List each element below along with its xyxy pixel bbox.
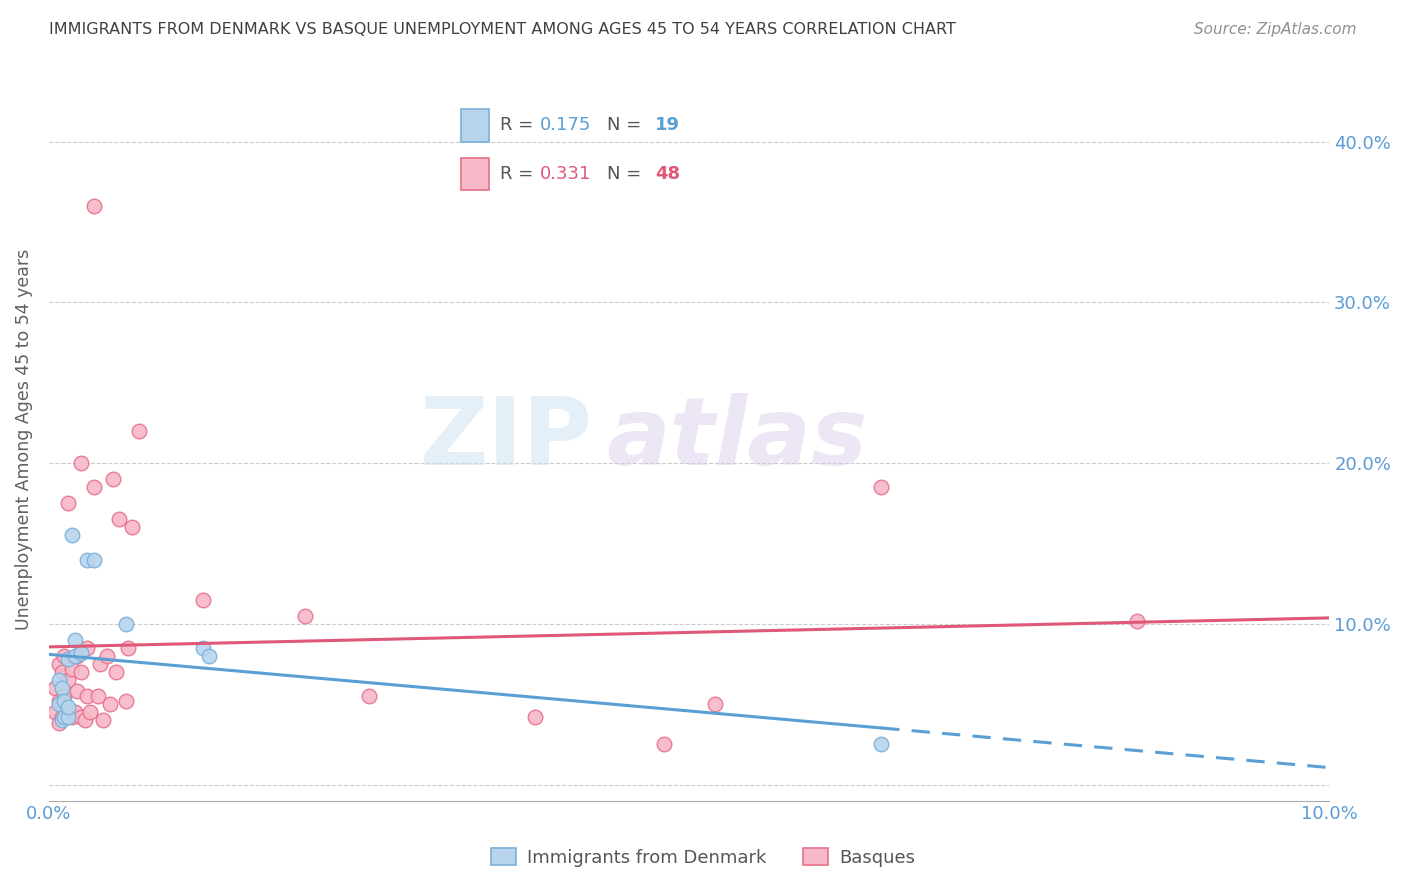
Point [66,684,89,698]
Point [70,646,93,660]
Point [48,716,70,731]
Point [56,496,79,510]
Point [83,480,105,494]
Point [51,710,73,724]
Point [191,640,214,655]
Point [70,456,93,470]
Point [63,632,86,647]
Text: atlas: atlas [606,393,868,485]
Point [48,657,70,671]
Point [60,528,83,542]
Point [53,648,76,663]
Point [70,665,93,679]
Text: ZIP: ZIP [420,393,593,485]
Legend: Immigrants from Denmark, Basques: Immigrants from Denmark, Basques [484,841,922,874]
Point [56,705,79,719]
Point [56,652,79,666]
Point [53,710,76,724]
Point [1126,614,1149,628]
Point [114,616,136,631]
Point [63,705,86,719]
Point [703,697,725,711]
Point [128,424,150,438]
Point [51,665,73,679]
Point [91,713,114,727]
Y-axis label: Unemployment Among Ages 45 to 54 years: Unemployment Among Ages 45 to 54 years [15,248,32,630]
Point [524,710,547,724]
Point [73,713,96,727]
Point [76,552,98,566]
Point [53,710,76,724]
Point [53,694,76,708]
Text: IMMIGRANTS FROM DENMARK VS BASQUE UNEMPLOYMENT AMONG AGES 45 TO 54 YEARS CORRELA: IMMIGRANTS FROM DENMARK VS BASQUE UNEMPL… [49,22,956,37]
Point [96,648,118,663]
Point [56,700,79,714]
Point [104,665,127,679]
Point [51,681,73,695]
Point [56,673,79,687]
Point [44,705,66,719]
Point [191,592,214,607]
Point [48,673,70,687]
Point [51,697,73,711]
Point [48,697,70,711]
Point [83,552,105,566]
Point [53,689,76,703]
Point [63,648,86,663]
Point [60,710,83,724]
Point [70,710,93,724]
Point [76,640,98,655]
Point [870,480,893,494]
Point [51,713,73,727]
Point [89,657,111,671]
Text: Source: ZipAtlas.com: Source: ZipAtlas.com [1194,22,1357,37]
Point [357,689,380,703]
Point [76,689,98,703]
Point [870,737,893,751]
Point [121,520,143,534]
Point [652,737,675,751]
Point [108,512,131,526]
Point [66,648,89,663]
Point [48,694,70,708]
Point [60,662,83,676]
Point [117,640,139,655]
Point [198,648,221,663]
Point [114,694,136,708]
Point [56,710,79,724]
Point [294,608,316,623]
Point [79,705,101,719]
Point [44,681,66,695]
Point [101,472,124,486]
Point [100,697,122,711]
Point [83,199,105,213]
Point [86,689,108,703]
